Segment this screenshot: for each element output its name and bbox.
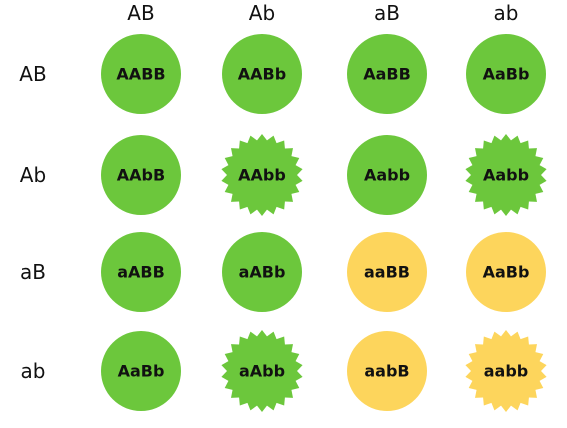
- genotype-label: AaBb: [483, 65, 530, 84]
- genotype-label: aabB: [364, 362, 409, 381]
- circle-marker: [222, 232, 302, 312]
- genotype-label: AaBb: [118, 362, 165, 381]
- row-header: Ab: [20, 163, 46, 187]
- genotype-cell: Aabb: [465, 134, 547, 216]
- genotype-cell: AAbb: [221, 134, 303, 216]
- genotype-cell: AaBB: [347, 34, 427, 114]
- circle-marker: [101, 34, 181, 114]
- column-header: ab: [494, 1, 519, 25]
- genotype-cell: AaBb: [101, 331, 181, 411]
- circle-marker: [101, 232, 181, 312]
- column-header: AB: [127, 1, 154, 25]
- genotype-cell: aabb: [465, 330, 547, 412]
- genotype-cell: aaBB: [347, 232, 427, 312]
- genotype-label: aaBB: [364, 263, 410, 282]
- genotype-cell: aABB: [101, 232, 181, 312]
- circle-marker: [347, 331, 427, 411]
- genotype-label: AAbB: [117, 166, 165, 185]
- circle-marker: [101, 331, 181, 411]
- circle-marker: [466, 34, 546, 114]
- row-header: ab: [21, 359, 46, 383]
- column-header: aB: [374, 1, 400, 25]
- genotype-label: aABb: [239, 263, 286, 282]
- circle-marker: [466, 232, 546, 312]
- genotype-label: aabb: [484, 362, 529, 381]
- genotype-label: AABB: [116, 65, 165, 84]
- genotype-cell: aAbb: [221, 330, 303, 412]
- genotype-cell: AaBb: [466, 232, 546, 312]
- genotype-cell: aabB: [347, 331, 427, 411]
- genotype-label: AaBb: [483, 263, 530, 282]
- genotype-label: Aabb: [364, 166, 410, 185]
- genotype-label: aABB: [117, 263, 165, 282]
- row-header: AB: [19, 62, 46, 86]
- genotype-label: AaBB: [363, 65, 411, 84]
- genotype-label: AAbb: [238, 166, 286, 185]
- circle-marker: [347, 34, 427, 114]
- genotype-label: Aabb: [483, 166, 529, 185]
- circle-marker: [222, 34, 302, 114]
- genotype-cell: AABB: [101, 34, 181, 114]
- starburst-marker: [221, 330, 303, 412]
- genotype-label: AABb: [238, 65, 286, 84]
- starburst-marker: [465, 134, 547, 216]
- starburst-marker: [221, 134, 303, 216]
- starburst-marker: [465, 330, 547, 412]
- genotype-cell: aABb: [222, 232, 302, 312]
- circle-marker: [101, 135, 181, 215]
- row-header: aB: [20, 260, 46, 284]
- column-header: Ab: [249, 1, 275, 25]
- genotype-cell: AAbB: [101, 135, 181, 215]
- circle-marker: [347, 232, 427, 312]
- genotype-cell: AaBb: [466, 34, 546, 114]
- genotype-cell: Aabb: [347, 135, 427, 215]
- genotype-cell: AABb: [222, 34, 302, 114]
- circle-marker: [347, 135, 427, 215]
- genotype-label: aAbb: [239, 362, 285, 381]
